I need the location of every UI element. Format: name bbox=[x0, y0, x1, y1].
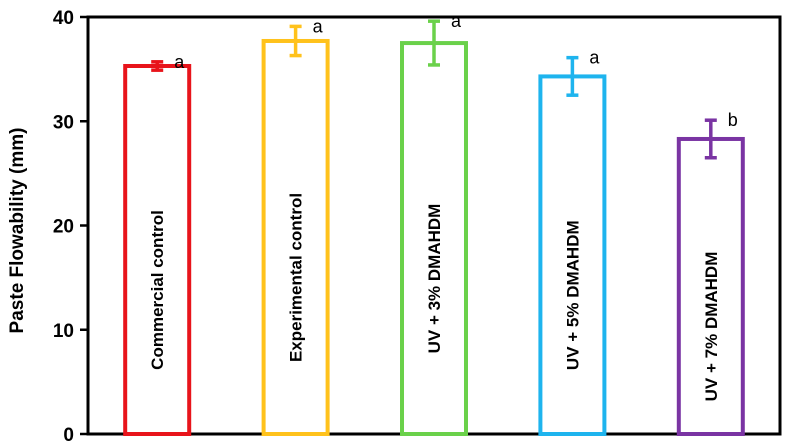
bar-group: a UV + 3% DMAHDM bbox=[400, 11, 468, 436]
significance-letter: a bbox=[313, 16, 324, 36]
significance-letter: a bbox=[589, 48, 600, 68]
bar-group: a Commercial control bbox=[123, 52, 192, 436]
category-label: UV + 7% DMAHDM bbox=[702, 252, 721, 402]
category-label: UV + 5% DMAHDM bbox=[563, 220, 582, 370]
bar bbox=[676, 136, 745, 436]
significance-letter: a bbox=[174, 52, 185, 72]
y-axis: 0 10 20 30 40 bbox=[53, 8, 88, 446]
bar-group: b UV + 7% DMAHDM bbox=[676, 110, 745, 436]
y-tick-label: 0 bbox=[63, 425, 74, 446]
y-tick-label: 40 bbox=[53, 8, 74, 29]
significance-letter: a bbox=[451, 11, 462, 31]
y-tick-label: 20 bbox=[53, 217, 74, 238]
bar-group: a Experimental control bbox=[261, 16, 330, 436]
bar bbox=[400, 41, 468, 436]
category-label: Commercial control bbox=[148, 210, 167, 370]
y-tick-label: 10 bbox=[53, 321, 74, 342]
significance-letter: b bbox=[728, 110, 738, 130]
category-label: UV + 3% DMAHDM bbox=[425, 204, 444, 354]
y-tick-label: 30 bbox=[53, 112, 74, 133]
y-axis-title: Paste Flowability (mm) bbox=[7, 128, 28, 334]
bars-group: a Commercial control a Experimental control… bbox=[123, 11, 745, 437]
bar bbox=[538, 74, 607, 437]
bar-group: a UV + 5% DMAHDM bbox=[538, 48, 607, 437]
category-label: Experimental control bbox=[287, 193, 306, 362]
